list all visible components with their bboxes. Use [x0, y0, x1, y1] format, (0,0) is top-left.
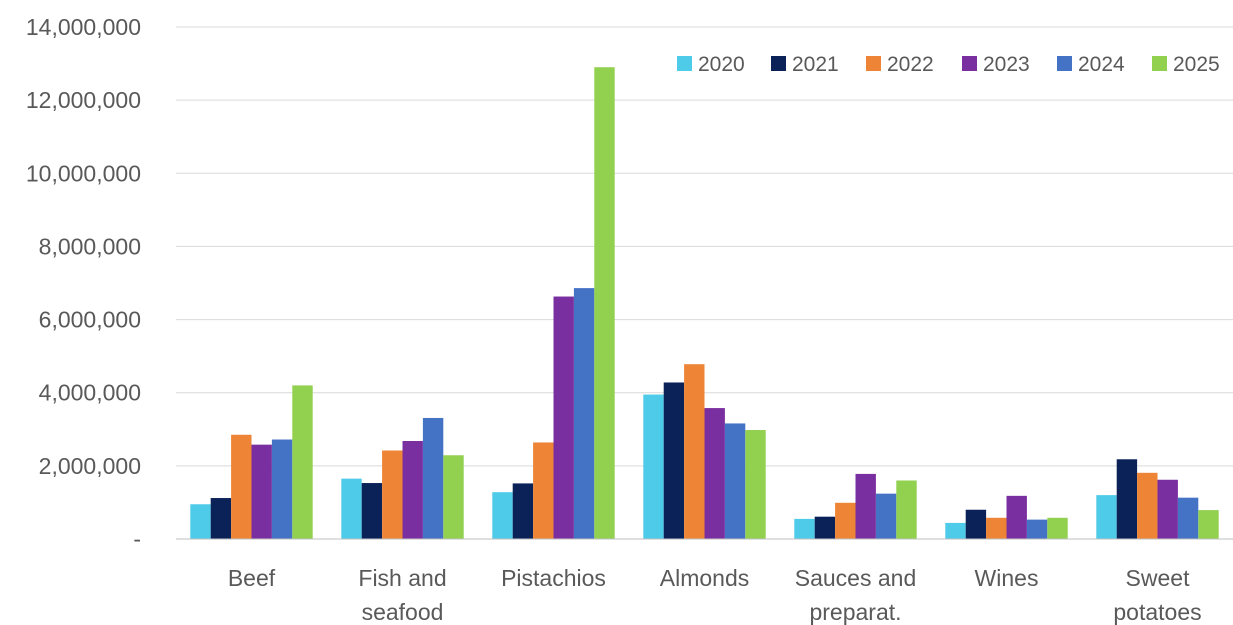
- bar-2023: [1157, 479, 1178, 539]
- category-label: Fish and: [358, 565, 446, 591]
- bar-2020: [190, 504, 211, 539]
- bar-2024: [573, 288, 595, 539]
- y-tick-label: 10,000,000: [26, 160, 141, 186]
- bar-2022: [986, 517, 1007, 539]
- y-tick-label: 12,000,000: [26, 87, 141, 113]
- bar-2024: [422, 417, 444, 539]
- bar-2020: [643, 394, 664, 539]
- y-tick-label: 14,000,000: [26, 14, 141, 40]
- bar-2024: [724, 423, 746, 539]
- bar-2025: [443, 455, 464, 539]
- category-label: Sauces and: [795, 565, 916, 591]
- bar-2022: [533, 442, 554, 539]
- legend-swatch-2024: [1057, 56, 1072, 71]
- bar-2022: [1137, 472, 1158, 539]
- bar-2020: [794, 518, 815, 539]
- bar-2025: [1047, 517, 1068, 539]
- bar-2021: [361, 483, 383, 539]
- bar-2025: [745, 430, 766, 539]
- bar-2025: [292, 385, 313, 539]
- legend-swatch-2023: [962, 56, 977, 71]
- bar-2024: [875, 493, 897, 539]
- bars: [190, 67, 1219, 539]
- bar-2021: [663, 382, 685, 539]
- bar-2022: [684, 364, 705, 539]
- x-axis-category-labels: Beef Fish and seafood Pistachios Almonds Sauc…: [228, 565, 1202, 625]
- legend-label-2021: 2021: [792, 53, 839, 76]
- bar-2020: [492, 492, 513, 539]
- bar-2023: [402, 440, 423, 539]
- bar-2023: [553, 296, 574, 539]
- y-tick-label: 8,000,000: [39, 233, 141, 259]
- bar-2020: [341, 478, 362, 539]
- category-label: Sweet: [1126, 565, 1191, 591]
- legend-label-2023: 2023: [983, 53, 1030, 76]
- category-label: Pistachios: [501, 565, 606, 591]
- bar-2023: [1006, 495, 1027, 539]
- category-label: seafood: [362, 599, 444, 625]
- bar-2022: [835, 502, 856, 539]
- legend-swatch-2025: [1152, 56, 1167, 71]
- bar-2023: [855, 473, 876, 539]
- y-tick-label: 6,000,000: [39, 307, 141, 333]
- y-tick-label: 4,000,000: [39, 380, 141, 406]
- bar-2021: [210, 498, 232, 539]
- bar-2022: [382, 450, 403, 539]
- bar-2020: [1096, 495, 1117, 539]
- category-label: Wines: [975, 565, 1039, 591]
- gridlines: [176, 26, 1233, 467]
- bar-2025: [896, 480, 917, 539]
- legend-label-2022: 2022: [887, 53, 934, 76]
- legend-label-2020: 2020: [698, 53, 745, 76]
- category-label: Beef: [228, 565, 276, 591]
- legend-label-2024: 2024: [1078, 53, 1125, 76]
- bar-2021: [1116, 459, 1138, 539]
- bar-2020: [945, 522, 966, 539]
- bar-2024: [271, 439, 293, 539]
- category-label: Almonds: [660, 565, 749, 591]
- category-label: potatoes: [1113, 599, 1201, 625]
- y-tick-label: -: [133, 526, 141, 552]
- legend: 2020 2021 2022 2023 2024 2025: [677, 53, 1220, 76]
- legend-swatch-2020: [677, 56, 692, 71]
- category-label: preparat.: [809, 599, 901, 625]
- y-axis-tick-labels: - 2,000,000 4,000,000 6,000,000 8,000,000 10,…: [26, 14, 141, 552]
- bar-2023: [251, 444, 272, 539]
- bar-2022: [231, 434, 252, 539]
- bar-2024: [1026, 519, 1048, 539]
- y-tick-label: 2,000,000: [39, 453, 141, 479]
- bar-2021: [512, 483, 534, 539]
- bar-2021: [965, 509, 987, 539]
- bar-2021: [814, 516, 836, 539]
- legend-swatch-2021: [771, 56, 786, 71]
- bar-2024: [1177, 497, 1199, 539]
- bar-2023: [704, 408, 725, 539]
- bar-2025: [1198, 510, 1219, 539]
- bar-2025: [594, 67, 615, 539]
- legend-swatch-2022: [866, 56, 881, 71]
- legend-label-2025: 2025: [1173, 53, 1220, 76]
